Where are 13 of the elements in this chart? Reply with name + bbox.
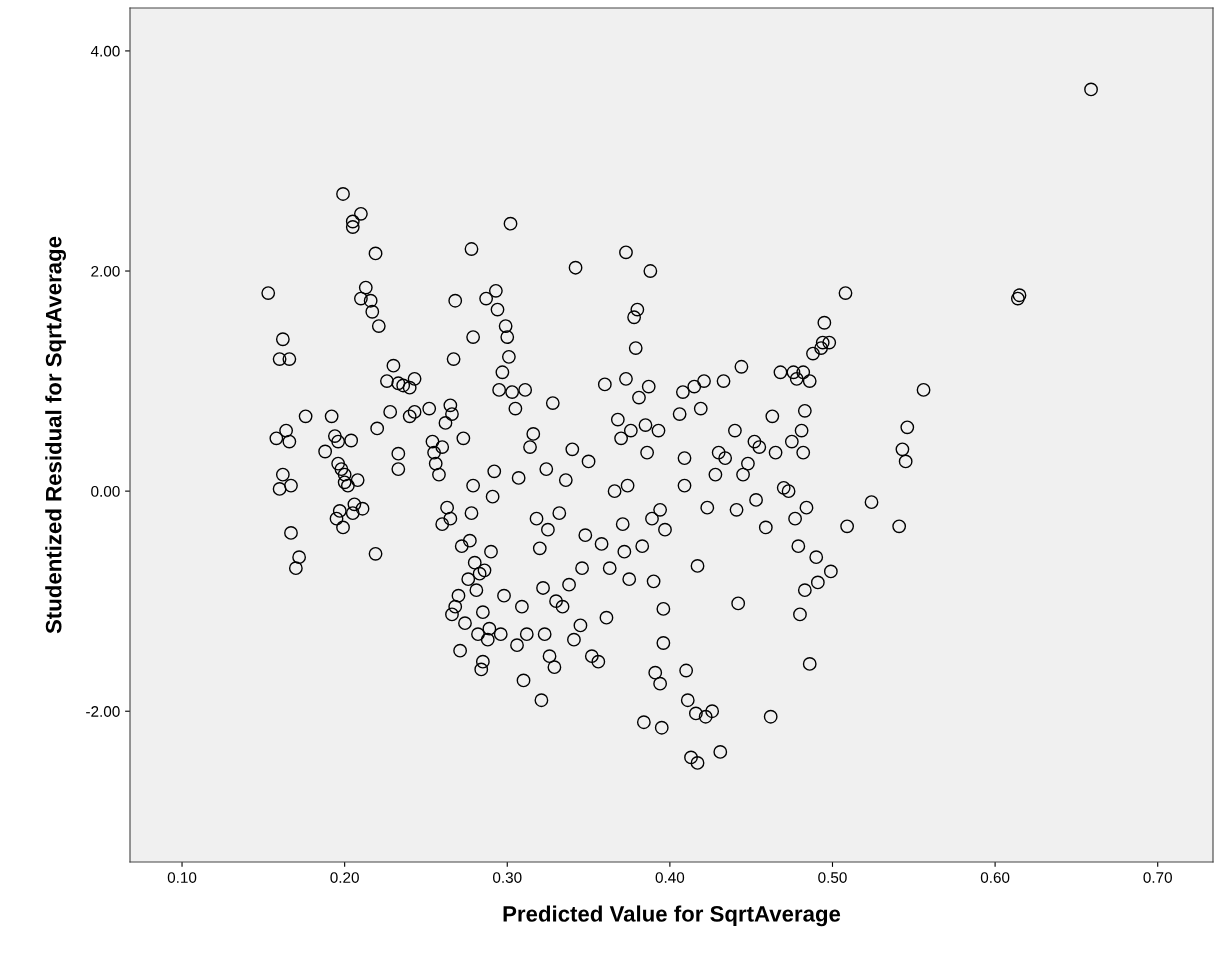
- y-tick-label: 4.00: [90, 45, 120, 57]
- x-tick-label: 0.50: [818, 872, 847, 883]
- x-axis-title: Predicted Value for SqrtAverage: [503, 905, 841, 927]
- x-tick-label: 0.40: [655, 872, 685, 883]
- x-tick-label: 0.30: [492, 872, 522, 883]
- x-tick-label: 0.60: [980, 872, 1010, 883]
- x-tick-label: 0.20: [330, 872, 359, 883]
- y-tick-label: 0.00: [91, 485, 120, 497]
- x-tick-label: 0.70: [1143, 872, 1172, 883]
- y-axis-title: Studentized Residual for SqrtAverage: [45, 236, 67, 634]
- y-tick-label: 2.00: [91, 265, 120, 277]
- y-tick-label: -2.00: [86, 706, 120, 717]
- x-tick-label: 0.10: [167, 872, 197, 883]
